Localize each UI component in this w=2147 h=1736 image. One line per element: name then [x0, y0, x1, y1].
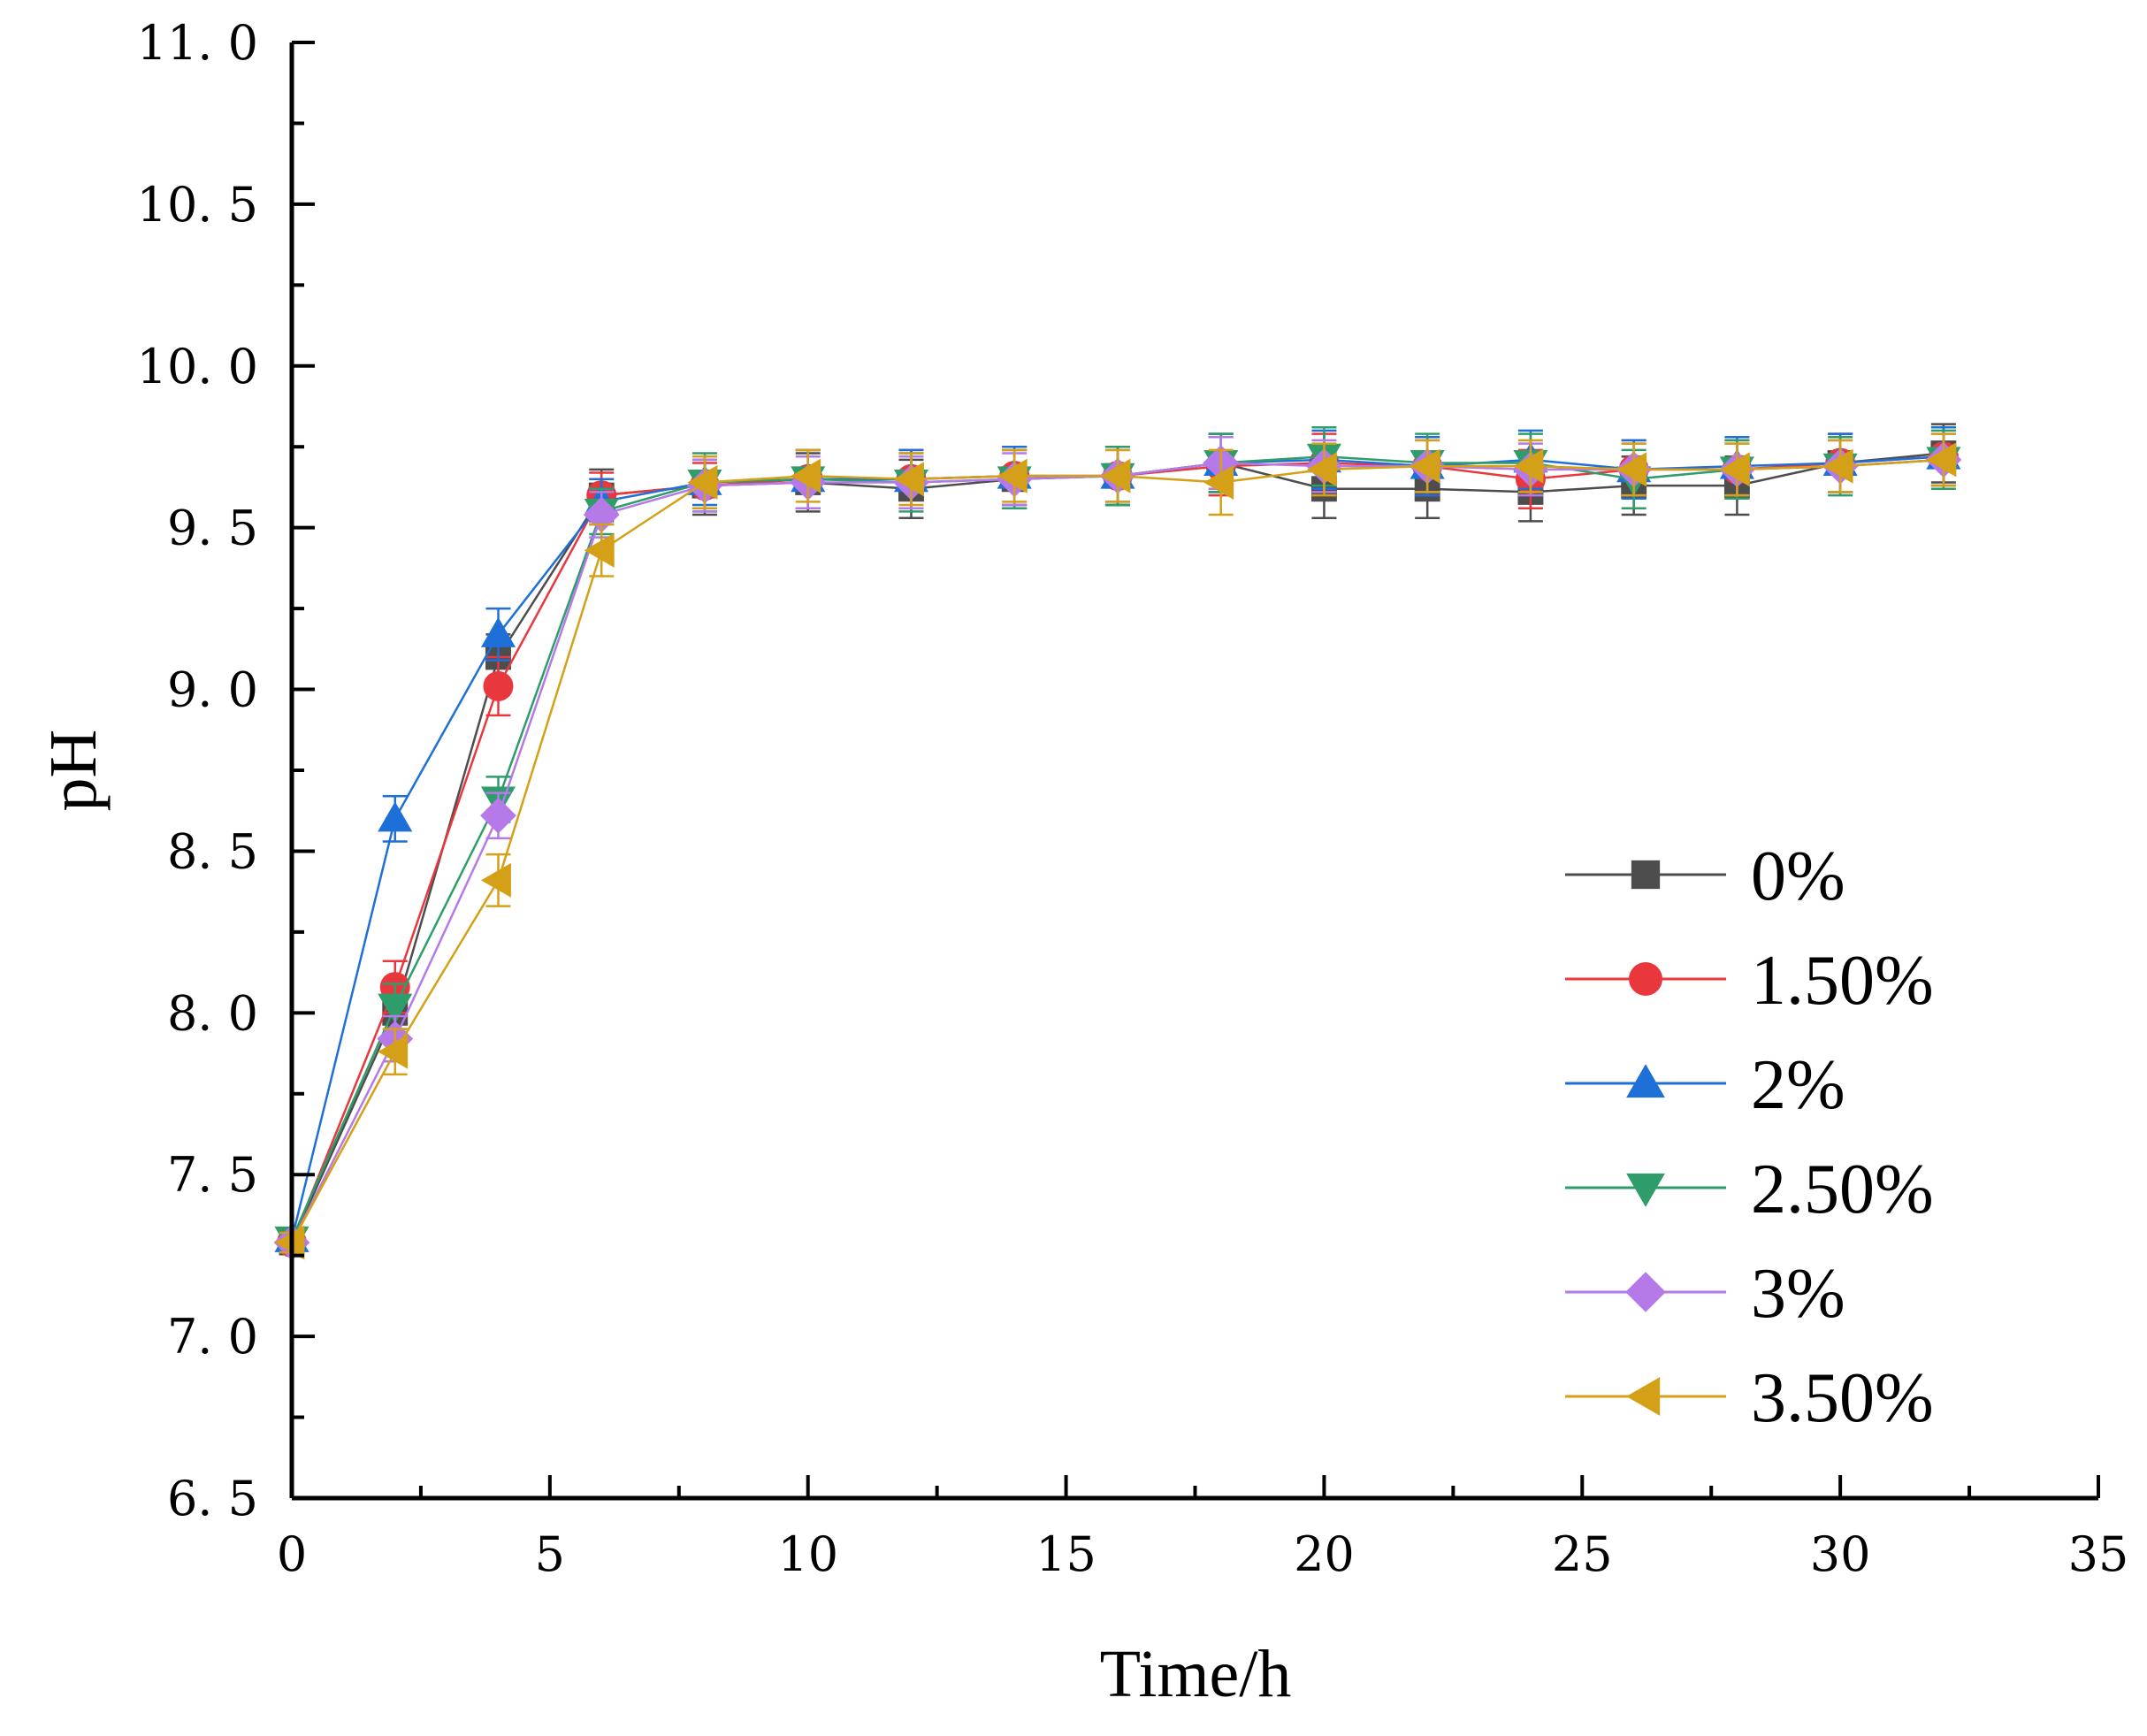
x-tick-label: 20: [1294, 1526, 1355, 1582]
legend-item: 0%: [1565, 837, 1845, 915]
legend: 0% 1.50% 2% 2.50% 3% 3.50%: [1565, 837, 1934, 1437]
data-point: [1926, 442, 1957, 478]
data-point: [483, 670, 514, 701]
data-point: [687, 464, 718, 501]
series-1: [277, 426, 1959, 1258]
legend-item: 3.50%: [1565, 1359, 1934, 1437]
data-point: [1100, 458, 1131, 493]
data-point: [1719, 452, 1750, 487]
legend-label: 2%: [1751, 1046, 1845, 1124]
x-tick-label: 5: [535, 1526, 565, 1582]
y-axis-ticks: 6. 5 7. 0 7. 5 8. 0 8. 5 9. 0 9. 5 10. 0 10. 5 11…: [137, 15, 315, 1526]
legend-marker: [1626, 1064, 1665, 1098]
x-tick-label: 35: [2068, 1526, 2129, 1582]
series-2: [274, 426, 1961, 1252]
x-axis-ticks: 0 5 10 15 20 25 30 35: [277, 1475, 2129, 1582]
y-tick-label: 7. 5: [167, 1147, 258, 1203]
series-line: [290, 455, 1944, 1240]
legend-item: 2.50%: [1565, 1151, 1934, 1228]
y-tick-label: 10. 5: [137, 177, 258, 233]
x-axis-title: Time/h: [1100, 1637, 1292, 1711]
data-point: [274, 1225, 305, 1260]
legend-label: 0%: [1751, 837, 1845, 915]
legend-item: 1.50%: [1565, 942, 1934, 1020]
series-4: [273, 432, 1962, 1261]
y-tick-label: 8. 0: [167, 985, 258, 1041]
data-point: [584, 532, 615, 568]
series-3: [274, 426, 1961, 1257]
series-line: [290, 458, 1944, 1243]
y-tick-label: 9. 0: [167, 662, 258, 718]
data-point: [1616, 452, 1647, 487]
y-tick-label: 6. 5: [167, 1471, 258, 1526]
series-line: [290, 458, 1944, 1243]
data-point: [480, 797, 516, 834]
data-point: [893, 462, 924, 497]
data-point: [1822, 448, 1853, 484]
x-tick-label: 10: [777, 1526, 838, 1582]
series-line: [290, 455, 1944, 1243]
legend-item: 3%: [1565, 1255, 1845, 1333]
legend-marker: [1626, 1377, 1661, 1416]
data-point: [480, 862, 511, 898]
series-5: [274, 432, 1957, 1260]
x-tick-label: 30: [1810, 1526, 1871, 1582]
legend-item: 2%: [1565, 1046, 1845, 1124]
legend-label: 3%: [1751, 1255, 1845, 1333]
data-point: [378, 1034, 409, 1069]
data-point: [791, 458, 821, 493]
legend-marker: [1625, 1272, 1666, 1312]
x-tick-label: 0: [277, 1526, 307, 1582]
data-point: [480, 616, 516, 647]
y-tick-label: 8. 5: [167, 823, 258, 879]
y-tick-label: 7. 0: [167, 1309, 258, 1365]
series-0: [279, 423, 1957, 1256]
y-axis-title: pH: [36, 730, 111, 812]
legend-marker: [1631, 860, 1661, 890]
legend-label: 1.50%: [1751, 942, 1934, 1020]
legend-label: 3.50%: [1751, 1359, 1934, 1437]
data-point: [1306, 452, 1337, 487]
legend-label: 2.50%: [1751, 1151, 1934, 1228]
data-point: [378, 993, 413, 1024]
series-line: [290, 452, 1945, 1243]
data-point: [997, 458, 1028, 493]
data-point: [1410, 448, 1440, 484]
y-tick-label: 10. 0: [137, 339, 258, 394]
plot-area: [273, 423, 1962, 1261]
legend-marker: [1629, 962, 1662, 996]
data-point: [378, 801, 413, 832]
legend-marker: [1626, 1173, 1665, 1207]
y-tick-label: 9. 5: [167, 501, 258, 556]
data-point: [1513, 448, 1544, 484]
x-tick-label: 15: [1035, 1526, 1096, 1582]
x-tick-label: 25: [1552, 1526, 1613, 1582]
y-tick-label: 11. 0: [137, 15, 258, 71]
series-line: [290, 455, 1944, 1240]
data-point: [1203, 464, 1234, 501]
